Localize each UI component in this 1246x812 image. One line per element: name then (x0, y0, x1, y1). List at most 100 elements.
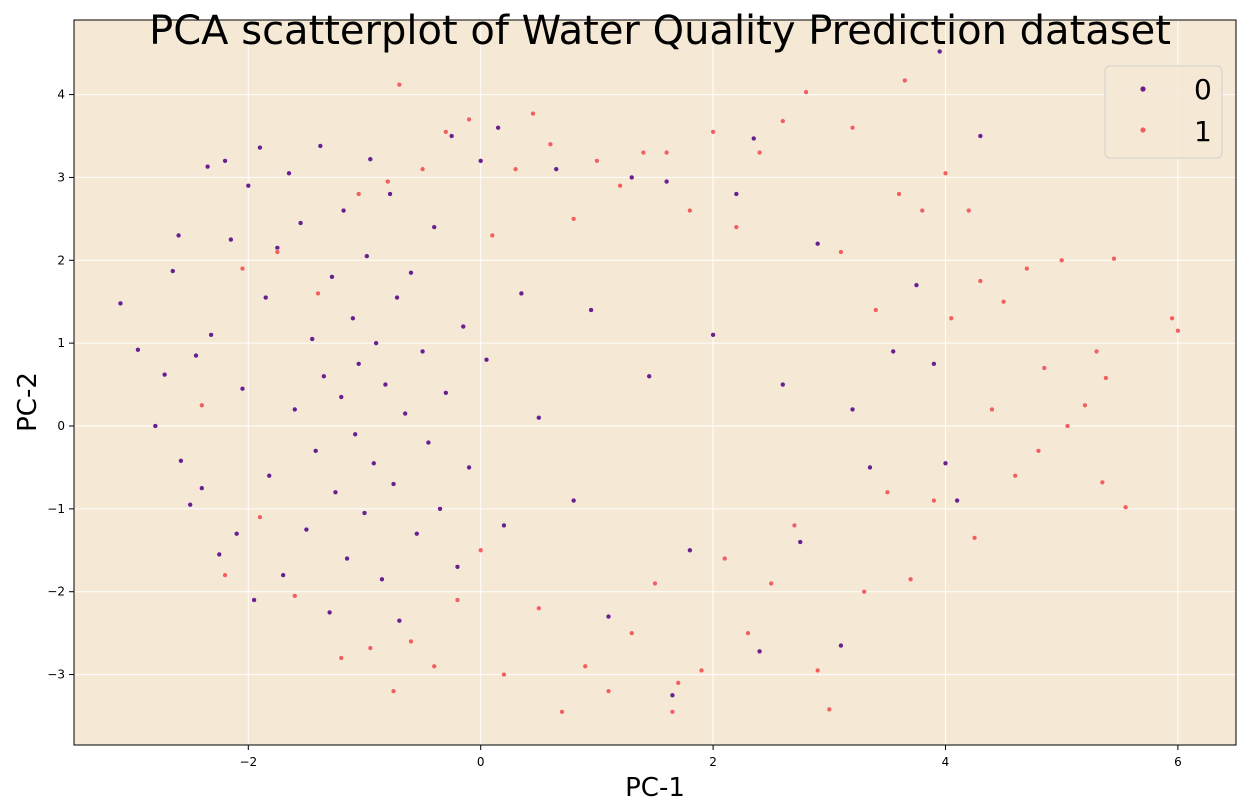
scatter-point-series-1 (873, 307, 879, 313)
scatter-point-series-0 (751, 135, 757, 142)
scatter-point-series-0 (387, 191, 393, 197)
scatter-point-series-0 (815, 241, 821, 247)
scatter-point-series-1 (675, 680, 681, 686)
scatter-point-series-0 (733, 191, 739, 197)
scatter-point-series-1 (466, 116, 472, 123)
scatter-point-series-0 (321, 373, 327, 379)
y-tick-label: 3 (57, 170, 65, 184)
scatter-point-series-0 (245, 183, 251, 189)
scatter-point-series-1 (931, 497, 937, 504)
scatter-point-series-0 (382, 381, 389, 388)
scatter-point-series-1 (199, 402, 205, 408)
scatter-point-series-0 (867, 464, 873, 471)
scatter-point-series-1 (530, 111, 536, 117)
x-tick-label: 0 (477, 755, 485, 769)
scatter-point-series-0 (588, 307, 594, 313)
scatter-point-series-1 (431, 663, 437, 669)
scatter-point-series-1 (896, 191, 902, 197)
scatter-point-series-1 (478, 547, 484, 553)
scatter-point-series-0 (408, 270, 414, 276)
scatter-point-series-1 (356, 191, 362, 197)
legend-marker-series-1 (1140, 127, 1146, 133)
scatter-point-series-0 (396, 618, 402, 624)
scatter-point-series-0 (495, 125, 501, 131)
scatter-point-series-1 (861, 589, 867, 595)
scatter-point-series-0 (193, 352, 199, 359)
legend-box (1104, 65, 1223, 159)
scatter-point-series-0 (317, 143, 323, 149)
scatter-point-series-1 (1012, 473, 1018, 479)
scatter-point-series-1 (1024, 265, 1030, 272)
scatter-point-series-1 (838, 249, 844, 255)
scatter-point-series-1 (257, 514, 263, 520)
scatter-point-series-0 (257, 145, 263, 151)
y-tick-label: −1 (47, 502, 65, 516)
scatter-point-series-1 (733, 224, 739, 230)
scatter-point-series-0 (297, 220, 304, 226)
legend-label-series-1: 1 (1194, 115, 1212, 148)
scatter-point-series-0 (797, 539, 803, 545)
scatter-point-series-0 (350, 315, 356, 321)
scatter-point-series-0 (710, 332, 716, 338)
scatter-point-series-1 (571, 216, 577, 222)
scatter-point-series-0 (205, 164, 211, 170)
axis-ticks: −2 0 2 4 6 −3 −2 −1 0 1 2 3 4 (47, 88, 1181, 769)
scatter-point-series-1 (408, 638, 414, 645)
scatter-point-series-0 (942, 460, 949, 466)
scatter-point-series-1 (710, 129, 716, 135)
scatter-point-series-1 (966, 207, 972, 214)
y-tick-label: 0 (57, 419, 65, 433)
scatter-point-series-0 (152, 423, 158, 429)
scatter-point-series-1 (640, 149, 646, 156)
scatter-point-series-1 (385, 178, 391, 185)
scatter-point-series-0 (216, 551, 222, 558)
x-tick-label: −2 (239, 755, 257, 769)
scatter-point-series-0 (170, 268, 176, 274)
scatter-point-series-1 (1000, 299, 1007, 305)
scatter-point-series-0 (425, 439, 432, 446)
scatter-point-series-0 (518, 290, 524, 297)
scatter-point-series-0 (454, 564, 461, 570)
scatter-point-series-0 (208, 332, 214, 338)
scatter-point-series-0 (340, 207, 347, 214)
scatter-point-series-1 (274, 249, 280, 255)
scatter-point-series-1 (454, 597, 461, 603)
scatter-point-series-1 (989, 406, 995, 413)
chart-title: PCA scatterplot of Water Quality Predict… (149, 8, 1171, 54)
scatter-point-series-0 (780, 381, 786, 388)
scatter-point-series-0 (449, 133, 455, 139)
scatter-point-series-1 (367, 645, 373, 651)
scatter-point-series-1 (908, 576, 914, 582)
scatter-point-series-0 (478, 158, 484, 164)
scatter-point-series-0 (280, 572, 286, 578)
legend-marker-series-0 (1140, 86, 1146, 92)
scatter-point-series-1 (594, 158, 600, 164)
scatter-point-series-0 (251, 597, 257, 603)
y-tick-label: −3 (47, 668, 65, 682)
legend: 0 1 (1104, 65, 1223, 159)
scatter-point-series-1 (948, 315, 954, 321)
scatter-point-series-0 (313, 448, 319, 454)
scatter-point-series-0 (228, 236, 234, 243)
y-tick-label: 4 (57, 88, 65, 102)
scatter-point-series-1 (664, 149, 670, 156)
scatter-point-series-1 (1064, 423, 1071, 429)
scatter-point-series-1 (1103, 375, 1109, 381)
scatter-point-series-1 (1123, 504, 1129, 510)
scatter-point-series-1 (698, 667, 705, 674)
scatter-point-series-0 (356, 361, 362, 367)
scatter-point-series-0 (466, 464, 472, 471)
y-tick-label: 2 (57, 253, 65, 267)
scatter-point-series-1 (396, 82, 402, 88)
scatter-point-series-1 (390, 688, 397, 694)
scatter-point-series-1 (652, 580, 658, 587)
scatter-point-series-1 (338, 655, 344, 661)
scatter-point-series-1 (420, 166, 426, 172)
scatter-point-series-1 (884, 489, 891, 495)
scatter-point-series-0 (931, 361, 937, 367)
scatter-point-series-1 (1035, 448, 1042, 454)
scatter-point-series-0 (303, 526, 310, 533)
scatter-point-series-0 (162, 372, 168, 378)
scatter-point-series-1 (1082, 402, 1088, 408)
